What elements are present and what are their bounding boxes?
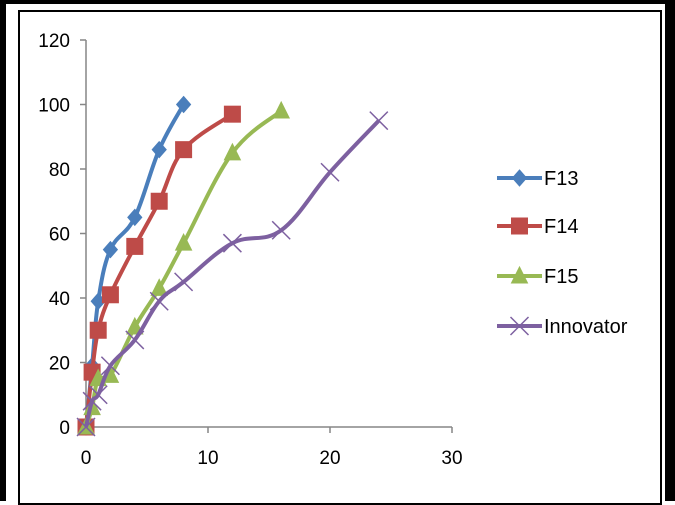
y-tick-label: 120 <box>38 31 70 52</box>
data-point-f15 <box>272 100 291 119</box>
legend-marker-f15 <box>510 265 529 284</box>
data-point-innovator <box>174 272 194 292</box>
legend-label-f14: F14 <box>544 216 578 238</box>
legend-item-f13: F13 <box>497 168 578 190</box>
data-point-innovator <box>222 233 242 253</box>
data-point-f15 <box>150 278 169 296</box>
data-point-f14 <box>101 286 119 304</box>
y-tick-label: 20 <box>49 354 70 375</box>
legend: F13 F14 F15 Innovator <box>497 168 628 338</box>
data-point-innovator <box>125 330 145 350</box>
data-point-f15 <box>223 142 242 161</box>
x-tick-label: 30 <box>441 448 462 469</box>
legend-label-f13: F13 <box>544 168 578 190</box>
data-point-f13 <box>151 140 167 159</box>
y-tick-label: 100 <box>38 96 70 117</box>
chart-area-border <box>18 10 662 505</box>
data-point-f14 <box>223 105 241 123</box>
x-tick-label: 10 <box>197 448 218 469</box>
data-point-f15 <box>125 316 144 335</box>
legend-item-f15: F15 <box>497 265 578 288</box>
x-tick-label: 0 <box>81 448 92 469</box>
y-tick-label: 60 <box>49 225 70 246</box>
axes: 0 20 40 60 80 100 120 0 10 20 30 <box>38 31 462 469</box>
data-point-f13 <box>175 95 192 114</box>
series-layer <box>76 95 389 437</box>
y-tick-label: 80 <box>49 160 70 181</box>
y-tick-label: 0 <box>59 418 70 439</box>
legend-item-f14: F14 <box>497 216 578 238</box>
data-point-f15 <box>174 233 193 251</box>
series-f15 <box>77 100 291 435</box>
data-point-f13 <box>102 240 119 259</box>
data-point-f14 <box>175 141 193 159</box>
data-point-f14 <box>89 321 107 339</box>
series-f14 <box>77 105 241 436</box>
y-tick-label: 40 <box>49 289 70 310</box>
data-point-innovator <box>149 291 169 311</box>
series-line-f15 <box>84 109 283 428</box>
legend-marker-f13 <box>511 169 528 187</box>
data-point-f14 <box>150 192 168 210</box>
x-tick-label: 20 <box>319 448 340 469</box>
data-point-innovator <box>76 417 96 437</box>
data-point-innovator <box>100 356 120 376</box>
legend-marker-innovator <box>509 316 530 336</box>
legend-label-f15: F15 <box>544 266 578 288</box>
data-point-f13 <box>127 208 143 227</box>
data-point-innovator <box>88 385 108 405</box>
data-point-innovator <box>271 220 291 240</box>
series-innovator <box>76 111 389 437</box>
data-point-f14 <box>126 237 144 255</box>
legend-marker-f14 <box>511 217 528 235</box>
legend-item-innovator: Innovator <box>497 316 628 338</box>
data-point-innovator <box>369 111 389 131</box>
legend-label-innovator: Innovator <box>544 316 628 338</box>
data-point-innovator <box>320 162 340 182</box>
